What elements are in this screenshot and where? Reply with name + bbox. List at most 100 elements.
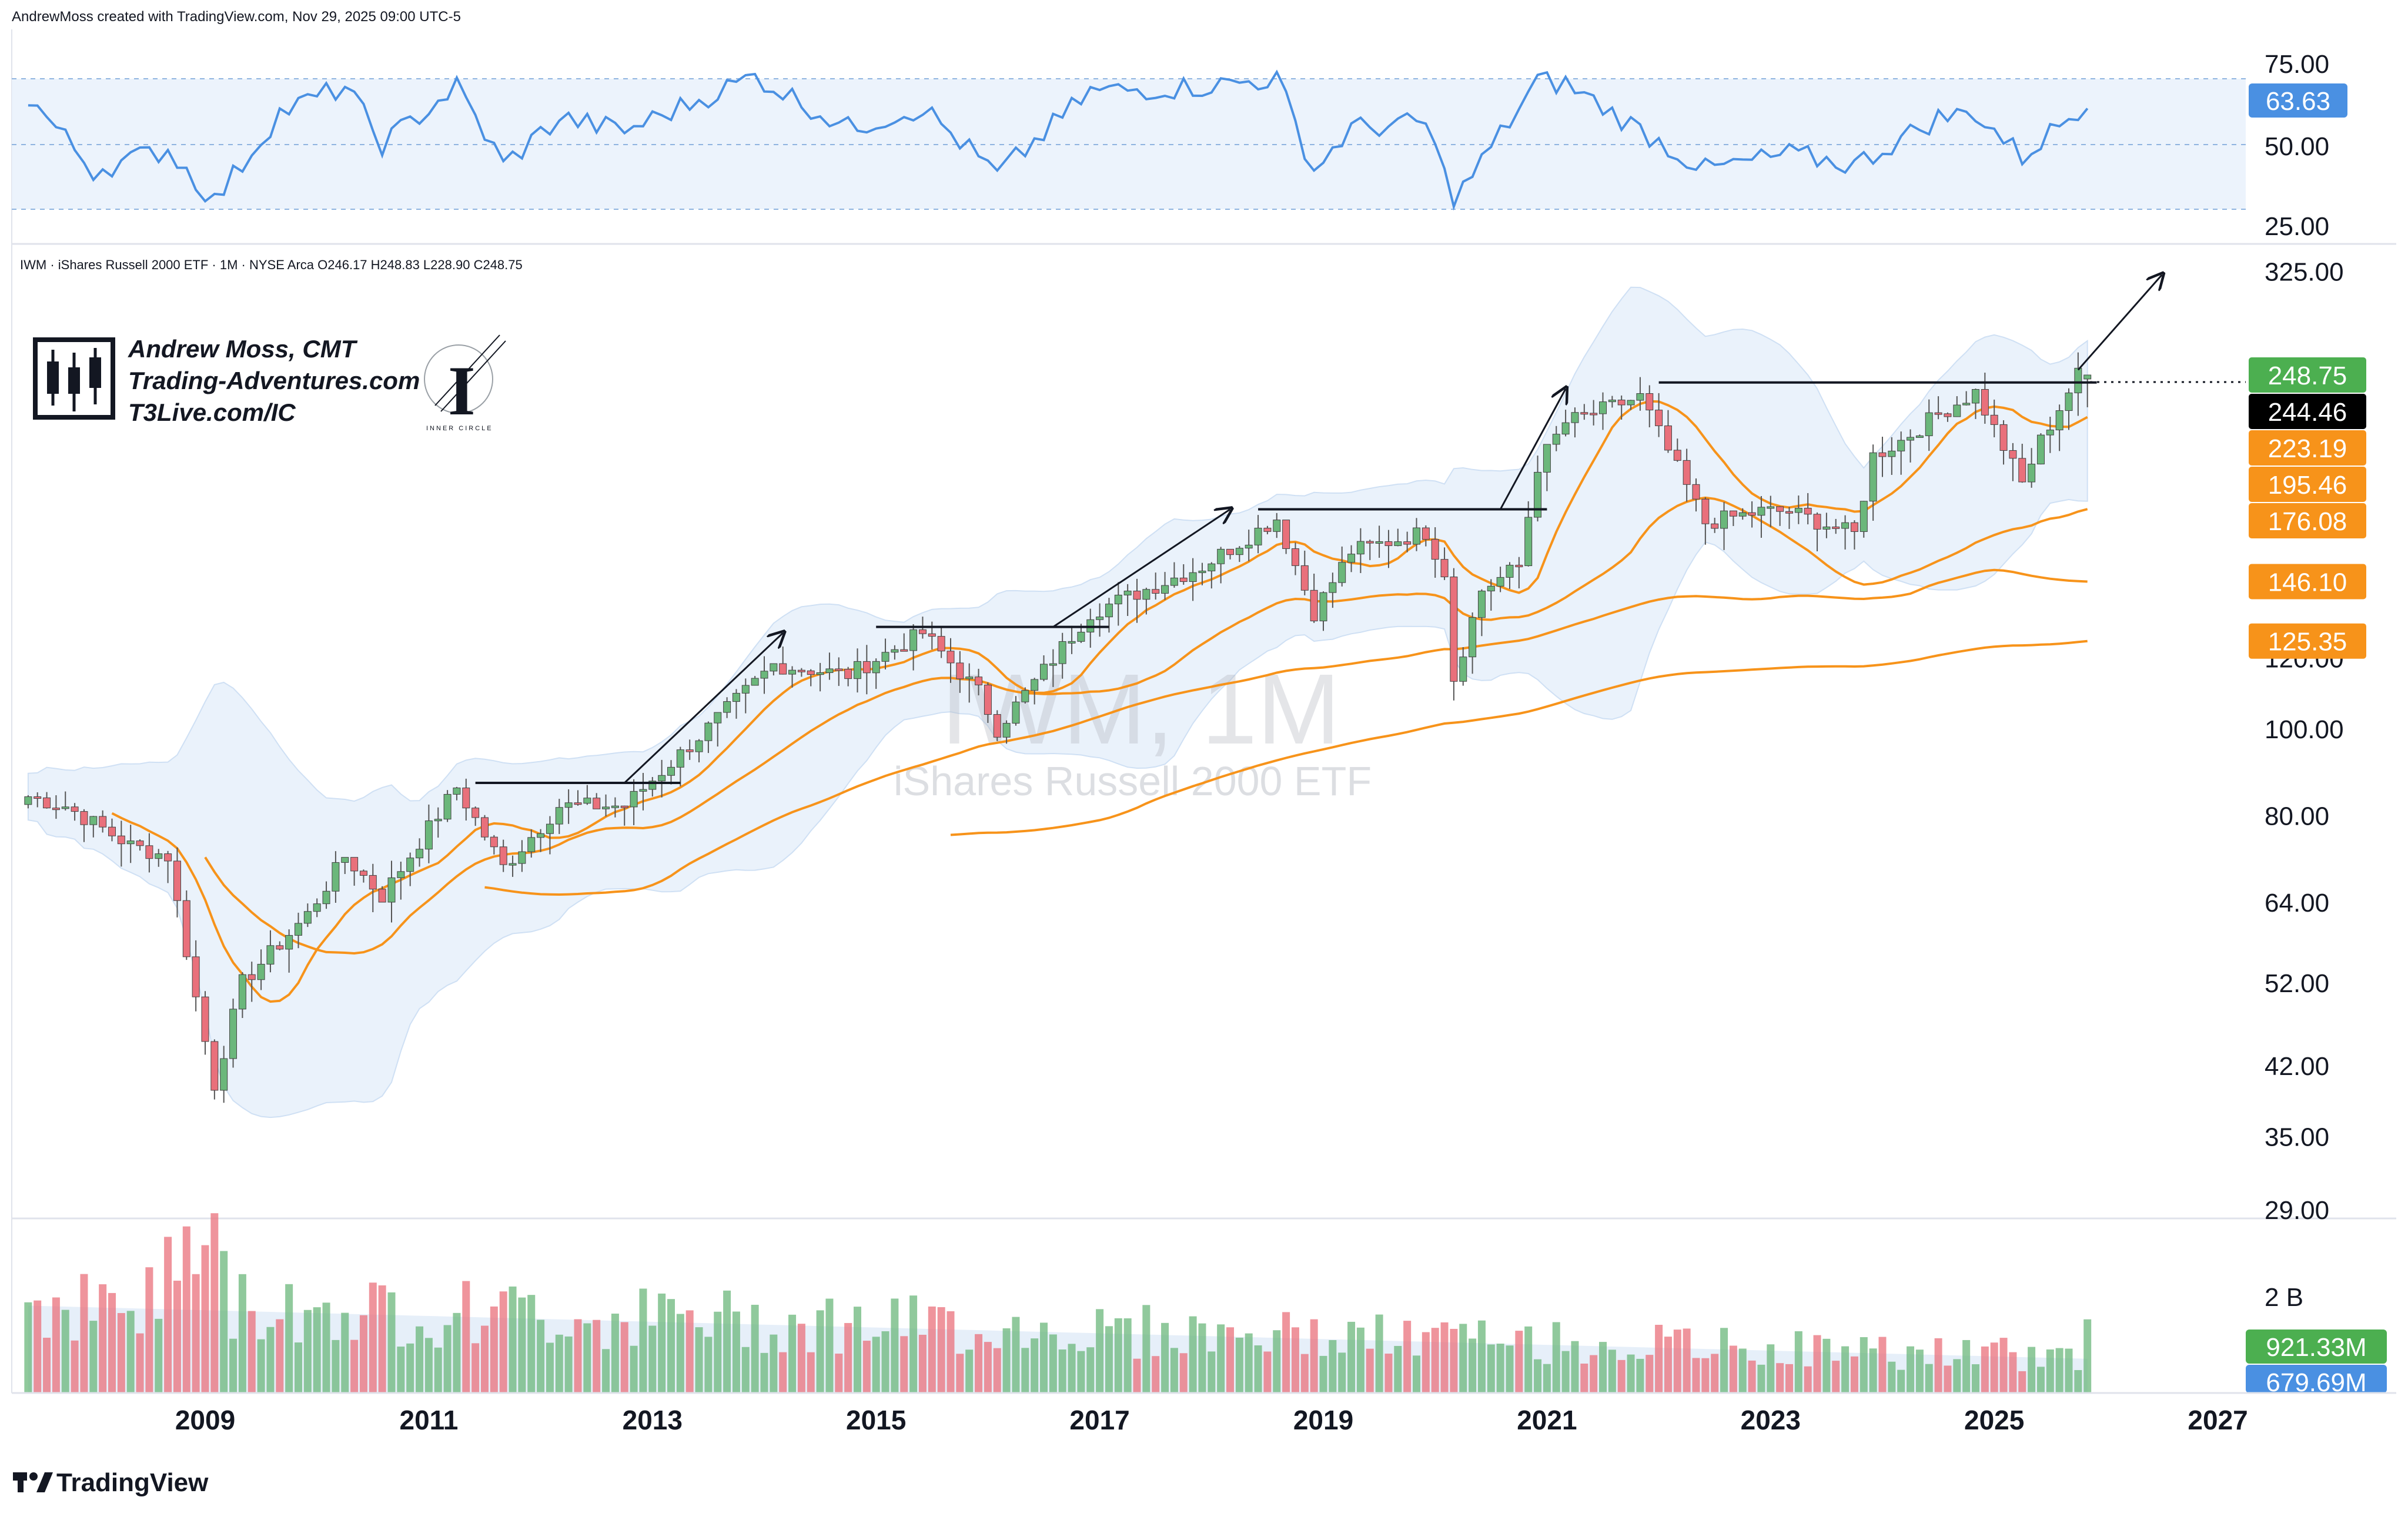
candle — [676, 746, 684, 786]
candle — [975, 668, 983, 696]
volume-bar — [555, 1334, 563, 1393]
candle — [1953, 396, 1961, 417]
candle — [313, 898, 321, 917]
volume-bar — [1552, 1322, 1560, 1393]
volume-pane[interactable]: 2 B 921.33M 679.69M — [24, 1213, 2387, 1397]
volume-bar — [797, 1324, 805, 1393]
volume-bar — [509, 1286, 517, 1393]
candle — [537, 829, 545, 852]
candle — [1413, 518, 1420, 551]
price-pane[interactable]: IWM, 1M iShares Russell 2000 ETF 325.00 1… — [24, 257, 2366, 1225]
volume-bar — [108, 1292, 116, 1393]
volume-bar — [1720, 1328, 1728, 1393]
volume-bar — [900, 1336, 908, 1393]
year-tick: 2011 — [400, 1405, 459, 1435]
volume-bar — [471, 1343, 480, 1393]
candle — [937, 627, 945, 658]
volume-bar — [1384, 1354, 1393, 1393]
candle — [1543, 444, 1551, 491]
candle — [1944, 412, 1952, 422]
volume-bar — [1226, 1327, 1234, 1393]
volume-bar — [1711, 1354, 1719, 1393]
volume-bar — [201, 1245, 209, 1393]
volume-bar — [434, 1347, 442, 1393]
volume-bar — [1077, 1351, 1085, 1393]
candle — [1561, 410, 1570, 437]
candle — [1040, 655, 1048, 682]
volume-bar — [685, 1310, 694, 1393]
volume-bar — [499, 1291, 507, 1393]
candle — [1310, 573, 1318, 623]
candle — [891, 645, 899, 660]
candle — [1646, 385, 1654, 428]
volume-bar — [1413, 1355, 1420, 1393]
svg-text:125.35: 125.35 — [2268, 628, 2347, 657]
volume-bar — [1142, 1305, 1151, 1393]
inner-circle-logo-icon — [424, 344, 493, 414]
volume-bar — [1999, 1338, 2008, 1393]
volume-bar — [760, 1352, 768, 1393]
rsi-pane[interactable]: 75.00 50.00 25.00 63.63 — [12, 50, 2347, 241]
candle — [2036, 433, 2045, 465]
candle — [685, 739, 694, 760]
volume-bar — [1198, 1323, 1206, 1393]
candle — [1291, 542, 1299, 575]
candle — [658, 759, 666, 798]
candle — [1487, 579, 1495, 611]
candle — [1459, 647, 1467, 686]
year-tick: 2017 — [1069, 1405, 1129, 1435]
volume-bar — [956, 1354, 964, 1393]
price-tag: 223.19 — [2249, 430, 2366, 466]
candle — [416, 838, 424, 867]
volume-bar — [872, 1337, 880, 1393]
watermark-name: iShares Russell 2000 ETF — [894, 758, 1372, 804]
volume-bar — [546, 1342, 554, 1393]
volume-bar — [1105, 1326, 1113, 1393]
candle — [1469, 612, 1477, 674]
inner-circle-text: INNER CIRCLE — [426, 425, 493, 432]
rsi-tick-75: 75.00 — [2265, 50, 2329, 79]
candle — [620, 805, 628, 826]
candle — [99, 810, 107, 833]
candle — [1785, 507, 1793, 529]
volume-bar — [1170, 1348, 1178, 1393]
volume-bar — [1832, 1361, 1840, 1393]
rsi-band — [12, 79, 2246, 209]
candle — [1189, 558, 1197, 601]
volume-bar — [1440, 1322, 1449, 1393]
price-tag: 195.46 — [2249, 467, 2366, 502]
candle — [1878, 437, 1887, 477]
volume-bar — [2055, 1348, 2063, 1393]
candle — [1208, 562, 1216, 589]
volume-bar — [984, 1342, 992, 1393]
volume-bar — [1813, 1335, 1821, 1393]
candle — [2046, 417, 2054, 453]
candle — [816, 662, 824, 692]
volume-bar — [1469, 1338, 1477, 1393]
volume-bar — [481, 1325, 489, 1393]
volume-bar — [1664, 1337, 1672, 1393]
candle — [406, 852, 414, 886]
candle — [1403, 531, 1412, 552]
volume-bar — [2036, 1367, 2045, 1393]
candle — [350, 857, 359, 886]
candle — [155, 849, 163, 867]
candle — [1794, 495, 1802, 524]
price-tag: 176.08 — [2249, 503, 2366, 538]
volume-bar — [1794, 1331, 1802, 1393]
candle — [1450, 568, 1458, 701]
candle — [1888, 437, 1896, 475]
volume-bar — [825, 1298, 834, 1393]
breakout-arrow — [2077, 274, 2162, 371]
volume-bar — [1040, 1322, 1048, 1393]
volume-bar — [658, 1293, 666, 1393]
candle — [471, 806, 480, 826]
candle — [1738, 508, 1747, 520]
volume-bar — [387, 1292, 396, 1393]
candle — [248, 962, 256, 1002]
volume-bar — [1804, 1366, 1812, 1393]
time-axis[interactable]: 2009 2011 2013 2015 2017 2019 2021 2023 2025 2027 — [175, 1405, 2248, 1435]
candle — [453, 786, 461, 801]
volume-bar — [1543, 1364, 1551, 1393]
volume-bar — [1096, 1309, 1104, 1393]
